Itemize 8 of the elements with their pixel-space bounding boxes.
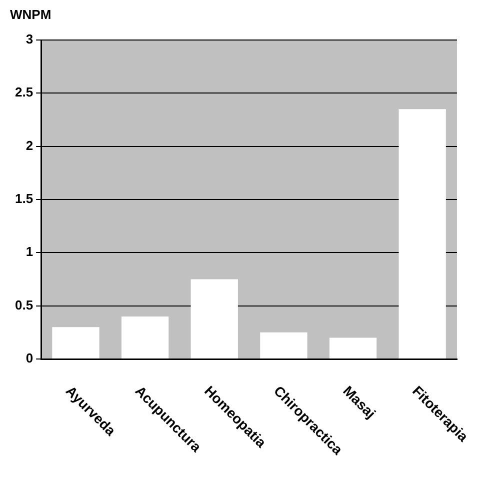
y-axis-title: WNPM xyxy=(10,7,52,22)
y-tick-label: 2 xyxy=(26,138,34,153)
y-tick-label: 0.5 xyxy=(14,297,34,312)
y-tick-label: 3 xyxy=(26,32,34,47)
y-tick-label: 2.5 xyxy=(14,84,34,100)
y-tick-label: 1 xyxy=(26,244,34,260)
y-tick-label: 0 xyxy=(26,350,34,366)
y-tick-label: 1.5 xyxy=(14,191,34,206)
